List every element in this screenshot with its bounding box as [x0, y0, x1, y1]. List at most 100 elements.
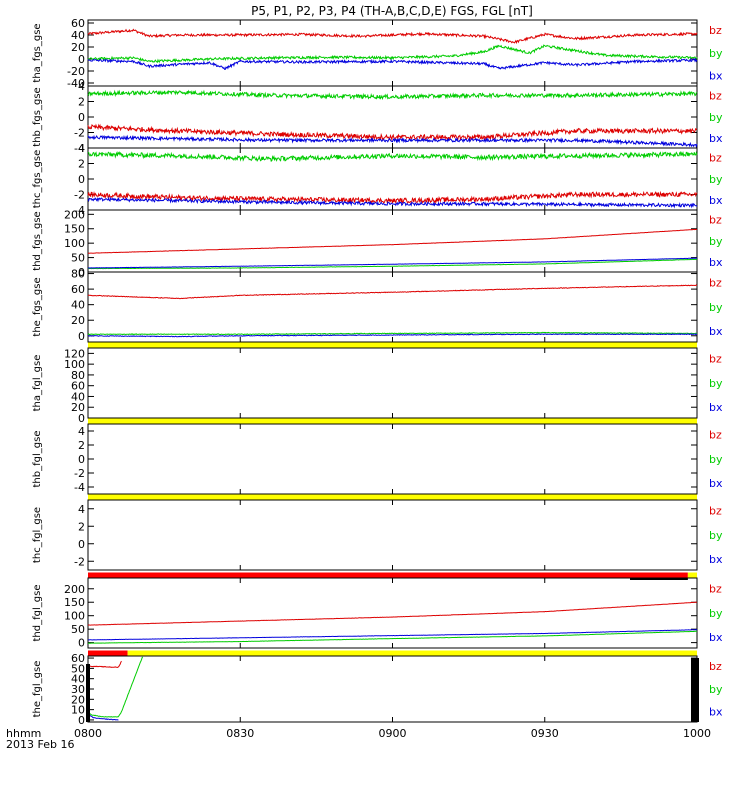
y-tick-label: -40 — [67, 77, 85, 90]
y-tick-label: 10 — [71, 704, 85, 717]
panel-frame — [87, 347, 698, 419]
y-tick-label: 2 — [78, 96, 85, 109]
y-tick-label: 20 — [71, 401, 85, 414]
y-tick-label: 60 — [71, 17, 85, 30]
y-tick-label: -20 — [67, 65, 85, 78]
status-bar-segment — [88, 418, 697, 424]
time-axis: hhmm 2013 Feb 16 0800 0830 0900 0930 1000 — [6, 727, 711, 751]
y-tick-label: 200 — [64, 583, 85, 596]
series-line-bz — [87, 228, 698, 254]
panel-thc_fgl_gse: -2 0 2 4 thc_fgl_gse bz by bx — [32, 499, 723, 580]
legend-by: by — [709, 111, 723, 124]
y-tick-label: -2 — [74, 555, 85, 568]
y-axis-label: the_fgs_gse — [32, 277, 43, 336]
legend-bz: bz — [709, 505, 722, 518]
y-axis-label: tha_fgl_gse — [32, 355, 43, 412]
legend-bx: bx — [709, 705, 723, 718]
legend-by: by — [709, 301, 723, 314]
panel-frame — [87, 209, 698, 273]
series-line-bx — [87, 333, 698, 338]
y-tick-label: 0 — [78, 637, 85, 650]
y-axis-label: thb_fgl_gse — [32, 431, 43, 488]
y-tick-label: 80 — [71, 268, 85, 281]
panel-frame — [87, 423, 698, 495]
y-tick-label: -4 — [74, 204, 85, 217]
series-line-bz — [87, 123, 698, 142]
series-line-by — [87, 44, 698, 64]
time-tick-label: 0830 — [226, 727, 254, 740]
y-tick-label: -2 — [74, 189, 85, 202]
series-line-bz — [87, 601, 698, 626]
y-tick-label: 80 — [71, 369, 85, 382]
y-tick-label: 60 — [71, 652, 85, 665]
y-tick-label: 20 — [71, 314, 85, 327]
y-tick-label: -4 — [74, 481, 85, 494]
panel-thc_fgs_gse: -4 -2 0 2 4 thc_fgs_gse bz by bx — [32, 142, 723, 217]
legend-bx: bx — [709, 477, 723, 490]
y-tick-label: 0 — [78, 453, 85, 466]
y-tick-label: 40 — [71, 390, 85, 403]
status-bar-segment — [88, 342, 697, 348]
series-line-bx — [87, 196, 698, 209]
y-tick-label: -4 — [74, 142, 85, 155]
y-tick-label: 0 — [78, 53, 85, 66]
panel-frame — [87, 655, 698, 723]
series-line-by — [87, 89, 698, 101]
legend-by: by — [709, 607, 723, 620]
time-tick-label: 1000 — [683, 727, 711, 740]
time-axis-label-date: 2013 Feb 16 — [6, 738, 74, 751]
y-tick-label: 100 — [64, 237, 85, 250]
legend-bx: bx — [709, 631, 723, 644]
series-line-by — [87, 331, 697, 336]
time-tick-label: 0800 — [74, 727, 102, 740]
y-tick-label: 0 — [78, 173, 85, 186]
status-bar-sub-segment — [630, 578, 688, 580]
series-line-bz — [87, 28, 698, 45]
y-tick-label: 0 — [78, 111, 85, 124]
y-tick-label: 40 — [71, 673, 85, 686]
series-line-bz — [87, 190, 698, 205]
legend-bz: bz — [709, 660, 722, 673]
legend-by: by — [709, 529, 723, 542]
y-tick-label: 2 — [78, 439, 85, 452]
series-line-by — [88, 258, 698, 270]
legend-bz: bz — [709, 583, 722, 596]
y-tick-label: 0 — [78, 266, 85, 279]
time-tick-label: 0900 — [379, 727, 407, 740]
y-tick-label: 100 — [64, 610, 85, 623]
status-bar-segment — [88, 494, 697, 500]
status-bar-segment — [88, 650, 128, 656]
legend-by: by — [709, 173, 723, 186]
y-tick-label: 4 — [78, 425, 85, 438]
panel-frame — [87, 499, 698, 571]
series-line-bx — [87, 714, 119, 721]
y-axis-label: the_fgl_gse — [32, 661, 43, 718]
y-axis-label: thd_fgl_gse — [32, 585, 43, 642]
series-line-by — [88, 150, 698, 163]
status-bar-segment — [88, 572, 688, 578]
y-tick-label: 2 — [78, 520, 85, 533]
y-tick-label: 0 — [78, 538, 85, 551]
y-tick-label: 4 — [78, 80, 85, 93]
series-line-bz — [87, 284, 698, 300]
y-axis-label: tha_fgs_gse — [32, 23, 43, 82]
y-tick-label: 50 — [71, 662, 85, 675]
time-tick-label: 0930 — [531, 727, 559, 740]
legend-by: by — [709, 235, 723, 248]
y-tick-label: 40 — [71, 29, 85, 42]
y-tick-label: 20 — [71, 41, 85, 54]
edge-mark-left — [86, 664, 90, 722]
status-bar-segment — [687, 572, 697, 578]
series-line-by — [87, 656, 144, 718]
y-tick-label: 0 — [78, 714, 85, 727]
series-line-bz — [87, 660, 122, 669]
y-tick-label: 200 — [64, 208, 85, 221]
y-tick-label: 150 — [64, 596, 85, 609]
y-tick-label: 120 — [64, 347, 85, 360]
